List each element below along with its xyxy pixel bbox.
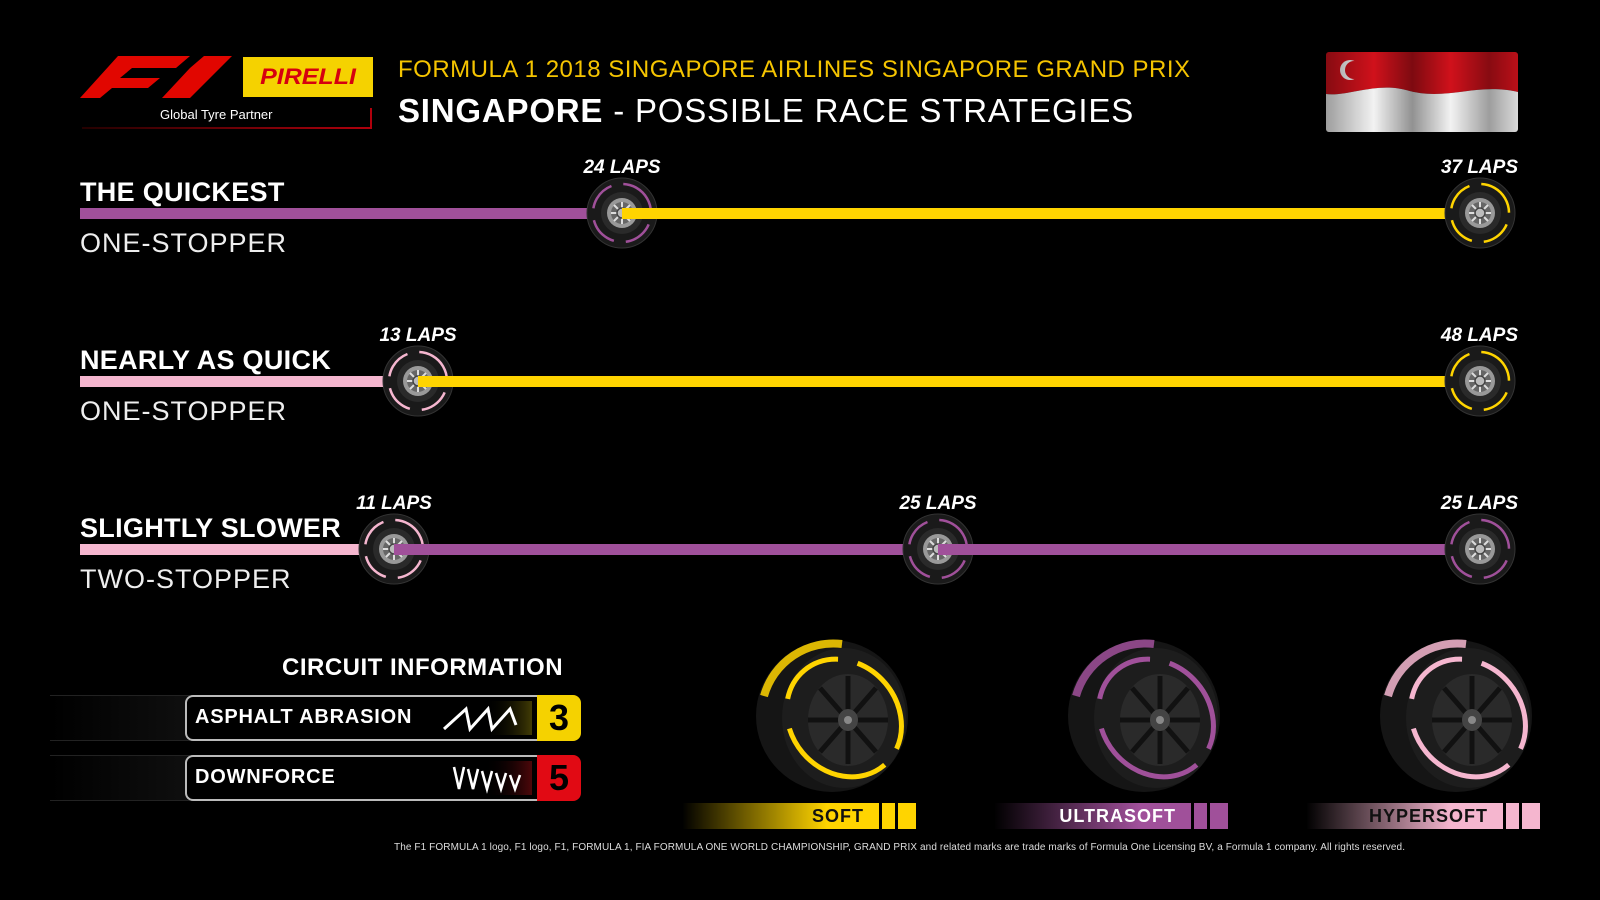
stint-laps-label: 13 LAPS [379, 325, 457, 346]
ultrasoft-tyre-icon [1444, 513, 1516, 585]
stint-laps-label: 11 LAPS [356, 493, 432, 514]
strategy-name: NEARLY AS QUICK [80, 345, 332, 375]
ultrasoft-compound-bar: ULTRASOFT [994, 803, 1228, 829]
strategy-name: THE QUICKEST [80, 177, 285, 207]
soft-tyre-icon [1444, 345, 1516, 417]
stint-laps-label: 25 LAPS [1440, 493, 1518, 514]
row-fade [50, 695, 190, 741]
page-title-rest: - POSSIBLE RACE STRATEGIES [603, 92, 1135, 129]
pirelli-logo-text: PIRELLI [260, 63, 356, 90]
compound-bar-divider [879, 803, 882, 829]
row-fade [50, 755, 190, 801]
partner-underline-tick [370, 108, 372, 129]
strategy-type: ONE-STOPPER [80, 228, 288, 258]
compound-bar-divider [1519, 803, 1522, 829]
downforce-score: 5 [537, 755, 581, 801]
stint-laps-label: 37 LAPS [1440, 157, 1518, 178]
soft-compound-tyre-icon [756, 639, 908, 792]
hypersoft-compound-bar: HYPERSOFT [1306, 803, 1540, 829]
circuit-info-row-downforce: DOWNFORCE 5 [50, 755, 582, 801]
stint-bar-ultrasoft [938, 544, 1480, 555]
hypersoft-compound-label: HYPERSOFT [1368, 806, 1488, 826]
soft-tyre-icon [1444, 177, 1516, 249]
page-title: SINGAPORE - POSSIBLE RACE STRATEGIES [398, 92, 1134, 130]
compound-bar-divider [1207, 803, 1210, 829]
compound-bar-divider [1191, 803, 1194, 829]
hypersoft-compound-tyre-icon [1380, 639, 1532, 792]
strategy-type: ONE-STOPPER [80, 396, 288, 426]
event-title: FORMULA 1 2018 SINGAPORE AIRLINES SINGAP… [398, 56, 1191, 83]
pirelli-logo: PIRELLI [243, 57, 373, 97]
stint-laps-label: 48 LAPS [1440, 325, 1518, 346]
singapore-flag [1326, 52, 1518, 132]
soft-compound-bar: SOFT [682, 803, 916, 829]
stint-laps-label: 25 LAPS [899, 493, 977, 514]
legal-notice: The F1 FORMULA 1 logo, F1 logo, F1, FORM… [394, 842, 1406, 853]
abrasion-icon [440, 701, 532, 735]
ultrasoft-compound-tyre-icon [1068, 639, 1220, 792]
partner-text: Global Tyre Partner [160, 107, 273, 122]
stint-bar-hypersoft [80, 544, 394, 555]
compound-bar-divider [895, 803, 898, 829]
abrasion-label: ASPHALT ABRASION [195, 706, 413, 728]
stint-bar-hypersoft [80, 376, 418, 387]
strategy-name: SLIGHTLY SLOWER [80, 513, 342, 543]
stint-bar-soft [418, 376, 1480, 387]
downforce-icon [440, 761, 532, 795]
soft-compound-label: SOFT [812, 806, 864, 826]
downforce-label: DOWNFORCE [195, 766, 336, 788]
stint-bar-soft [622, 208, 1480, 219]
circuit-info-row-abrasion: ASPHALT ABRASION 3 [50, 695, 582, 741]
stint-bar-ultrasoft [80, 208, 622, 219]
abrasion-score: 3 [537, 695, 581, 741]
partner-underline [82, 127, 372, 129]
stint-laps-label: 24 LAPS [583, 157, 661, 178]
ultrasoft-compound-label: ULTRASOFT [1059, 806, 1176, 826]
stint-bar-ultrasoft [394, 544, 938, 555]
strategy-type: TWO-STOPPER [80, 564, 292, 594]
f1-logo [80, 56, 232, 98]
circuit-info-heading: CIRCUIT INFORMATION [282, 654, 564, 681]
compound-bar-divider [1503, 803, 1506, 829]
page-title-bold: SINGAPORE [398, 92, 604, 129]
